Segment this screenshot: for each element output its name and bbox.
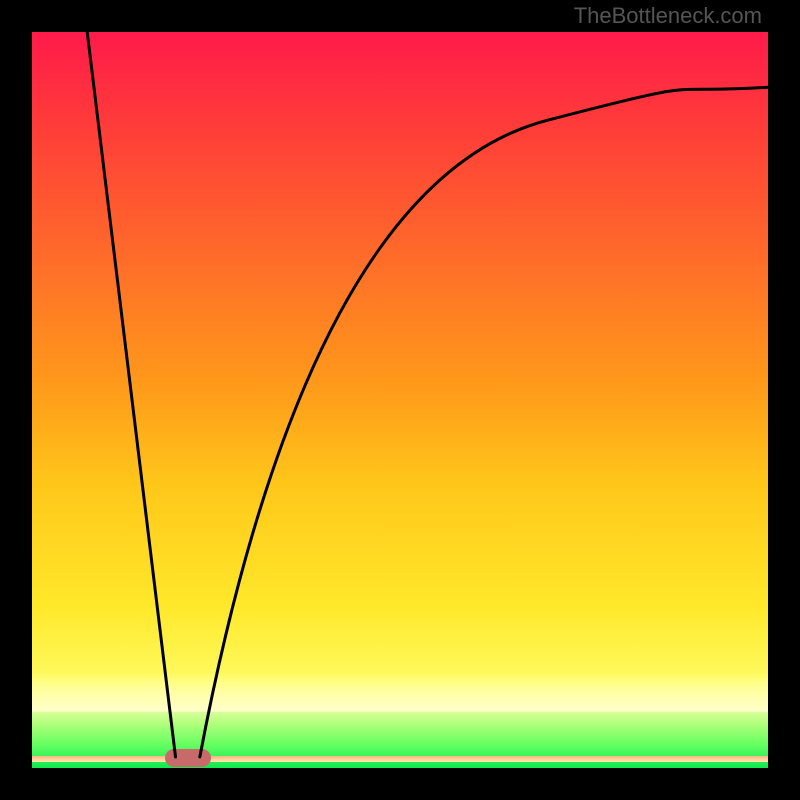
chart-container: TheBottleneck.com [0, 0, 800, 800]
right-curve [200, 87, 768, 757]
plot-area [32, 32, 768, 768]
frame-border-bottom [0, 768, 800, 800]
frame-border-left [0, 0, 32, 800]
frame-border-right [768, 0, 800, 800]
curves-svg [32, 32, 768, 768]
left-line [87, 32, 175, 757]
watermark-text: TheBottleneck.com [574, 3, 762, 29]
